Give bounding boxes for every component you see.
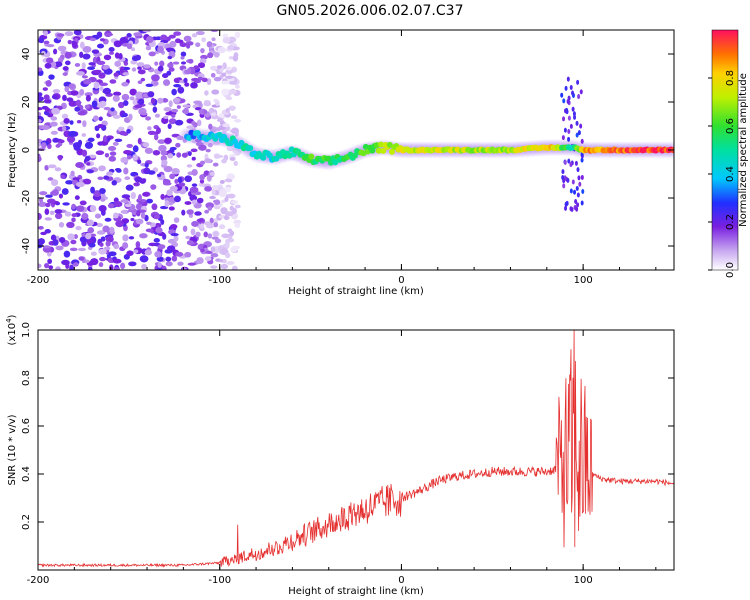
figure-title: GN05.2026.006.02.07.C37 <box>277 3 464 19</box>
colorbar-tick-label: 0.2 <box>725 214 736 230</box>
colorbar-label: Normalized spectral amplitude <box>738 73 749 227</box>
x-tick-label: 100 <box>574 575 593 586</box>
snr-series-line <box>38 330 674 568</box>
colorbar-tick-label: 0.4 <box>725 166 736 182</box>
snr-xlabel: Height of straight line (km) <box>288 586 424 597</box>
x-tick-label: -100 <box>208 275 231 286</box>
colorbar-tick-label: 0.0 <box>725 262 736 278</box>
x-tick-label: 0 <box>398 275 404 286</box>
y-tick-label: 0 <box>21 147 32 153</box>
colorbar-gradient <box>711 29 739 271</box>
spectrogram-image <box>38 30 674 270</box>
snr-ylabel: SNR (10 * v/v) <box>7 414 18 485</box>
y-tick-label: -20 <box>21 190 32 206</box>
y-tick-label: 0.4 <box>21 466 32 482</box>
y-tick-label: 0.2 <box>21 514 32 530</box>
spectrogram-xlabel: Height of straight line (km) <box>288 286 424 297</box>
x-tick-label: 0 <box>398 575 404 586</box>
y-tick-label: 0.8 <box>21 370 32 386</box>
snr-scale-label: (x104) <box>5 314 18 345</box>
spectrogram-ylabel: Frequency (Hz) <box>7 112 18 188</box>
x-tick-label: 100 <box>574 275 593 286</box>
x-tick-label: -200 <box>27 275 50 286</box>
y-tick-label: 40 <box>21 48 32 61</box>
colorbar: 0.0 0.2 0.4 0.6 0.8 Normalized spectral ampl… <box>708 29 749 278</box>
x-tick-label: -100 <box>208 575 231 586</box>
colorbar-tick-label: 0.8 <box>725 70 736 86</box>
y-tick-label: 1.0 <box>21 322 32 338</box>
snr-axes: -200 -100 0 100 0.2 0.4 0.6 0.8 1.0 <box>21 322 674 586</box>
colorbar-ticks: 0.0 0.2 0.4 0.6 0.8 <box>708 70 736 278</box>
colorbar-tick-label: 0.6 <box>725 118 736 134</box>
y-tick-label: 20 <box>21 96 32 109</box>
y-tick-label: 0.6 <box>21 418 32 434</box>
x-tick-label: -200 <box>27 575 50 586</box>
snr-frame <box>37 329 675 571</box>
y-tick-label: -40 <box>21 238 32 254</box>
snr-panel: -200 -100 0 100 0.2 0.4 0.6 0.8 1.0 Height of st… <box>5 314 675 597</box>
